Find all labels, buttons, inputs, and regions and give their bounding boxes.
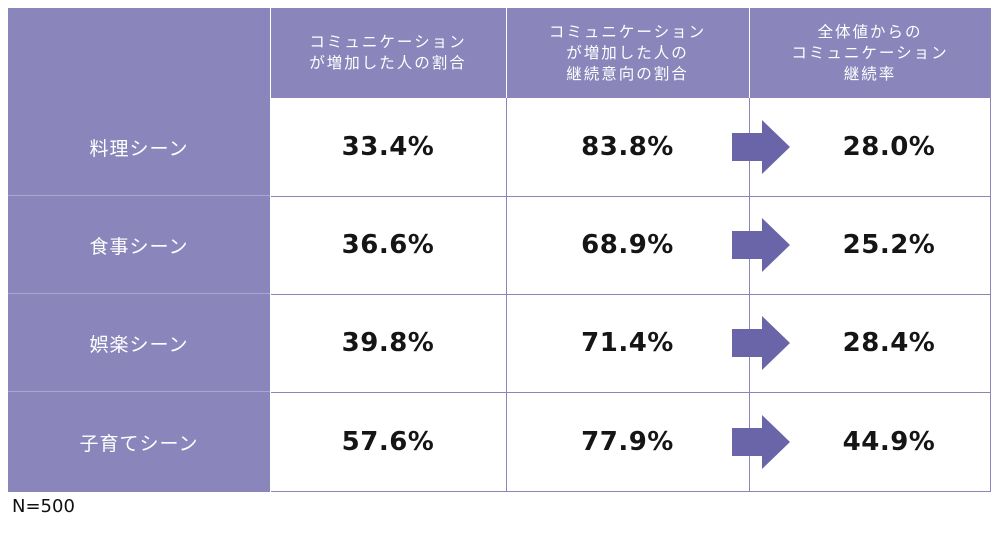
- value-entertainment-continuation: 71.4%: [506, 294, 749, 392]
- grid-line: [270, 392, 991, 393]
- header-continuation-intent: コミュニケーション が増加した人の 継続意向の割合: [506, 8, 749, 98]
- value-cooking-continuation: 83.8%: [506, 98, 749, 196]
- grid-line: [506, 8, 507, 98]
- value-meal-increase: 36.6%: [270, 196, 506, 294]
- grid-line: [8, 195, 270, 196]
- grid-line: [270, 196, 991, 197]
- header-overall-continuation-rate: 全体値からの コミュニケーション 継続率: [749, 8, 991, 98]
- grid-line: [506, 8, 507, 492]
- row-label-cooking: 料理シーン: [8, 98, 270, 196]
- value-cooking-increase: 33.4%: [270, 98, 506, 196]
- right-arrow-icon: [732, 415, 790, 469]
- value-entertainment-increase: 39.8%: [270, 294, 506, 392]
- grid-line: [990, 98, 991, 492]
- sample-size-note: N=500: [12, 496, 75, 517]
- header-communication-increase: コミュニケーション が増加した人の割合: [270, 8, 506, 98]
- right-arrow-icon: [732, 120, 790, 174]
- grid-line: [749, 8, 750, 98]
- grid-line: [270, 491, 991, 492]
- value-meal-continuation: 68.9%: [506, 196, 749, 294]
- value-childcare-increase: 57.6%: [270, 392, 506, 492]
- value-childcare-continuation: 77.9%: [506, 392, 749, 492]
- corner-header-cell: [8, 8, 270, 98]
- row-label-meal: 食事シーン: [8, 196, 270, 294]
- value-childcare-rate: 44.9%: [749, 392, 991, 492]
- row-label-entertainment: 娯楽シーン: [8, 294, 270, 392]
- right-arrow-icon: [732, 218, 790, 272]
- grid-line: [270, 294, 991, 295]
- grid-line: [8, 391, 270, 392]
- results-table: コミュニケーション が増加した人の割合 コミュニケーション が増加した人の 継続…: [8, 8, 991, 492]
- right-arrow-icon: [732, 316, 790, 370]
- grid-line: [270, 8, 271, 492]
- grid-line: [8, 293, 270, 294]
- row-label-childcare: 子育てシーン: [8, 392, 270, 492]
